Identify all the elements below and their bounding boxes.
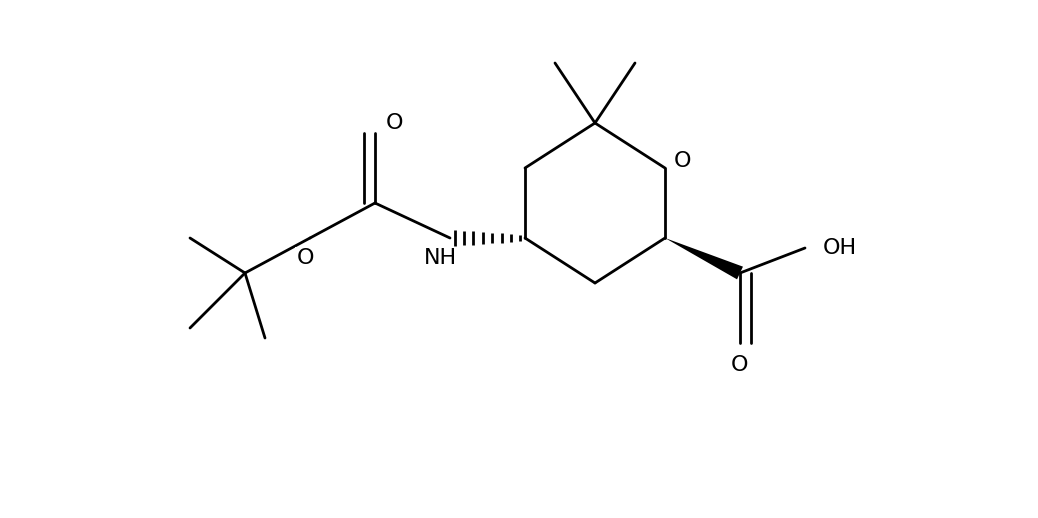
Text: O: O xyxy=(675,151,691,171)
Text: OH: OH xyxy=(823,238,857,258)
Text: O: O xyxy=(386,113,404,133)
Text: NH: NH xyxy=(424,248,457,268)
Text: O: O xyxy=(731,355,748,375)
Polygon shape xyxy=(665,238,743,279)
Text: O: O xyxy=(296,248,313,268)
